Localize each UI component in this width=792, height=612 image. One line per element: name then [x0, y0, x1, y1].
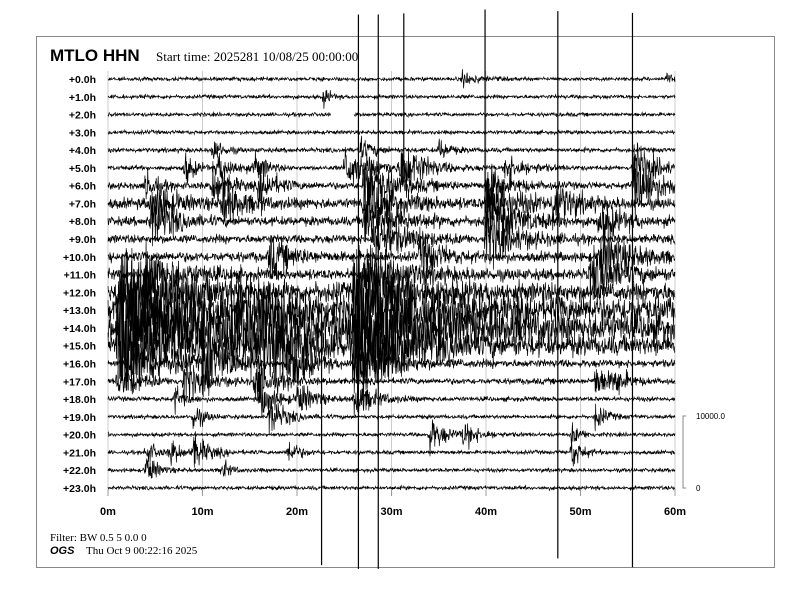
row-label: +14.0h	[63, 323, 96, 335]
scale-top-label: 10000.0	[696, 412, 725, 421]
row-label: +19.0h	[63, 412, 96, 424]
plot-frame	[36, 36, 775, 568]
trace-row-9	[107, 208, 676, 270]
row-label: +4.0h	[69, 145, 96, 157]
trace-row-21	[107, 431, 676, 468]
trace-row-4	[107, 135, 676, 159]
row-label: +7.0h	[69, 198, 96, 210]
trace-row-20	[107, 419, 676, 457]
trace-row-7	[107, 169, 676, 231]
x-tick-label: 60m	[664, 506, 686, 518]
trace-row-2	[353, 111, 676, 119]
filter-label: Filter: BW 0.5 5 0.0 0	[50, 532, 147, 544]
trace-row-19	[107, 394, 676, 436]
trace-row-2	[107, 111, 332, 118]
trace-row-0	[107, 69, 676, 89]
row-label: +10.0h	[63, 252, 96, 264]
trace-row-11	[107, 239, 676, 312]
row-label: +12.0h	[63, 287, 96, 299]
x-tick-label: 40m	[475, 506, 497, 518]
scale-bottom-label: 0	[696, 484, 701, 493]
row-label: +13.0h	[63, 305, 96, 317]
row-label: +5.0h	[69, 163, 96, 175]
row-label: +16.0h	[63, 358, 96, 370]
trace-row-16	[107, 318, 676, 408]
row-label: +2.0h	[69, 110, 96, 122]
trace-row-3	[107, 128, 676, 136]
trace-row-1	[107, 89, 676, 109]
x-tick-label: 0m	[100, 506, 116, 518]
row-label: +8.0h	[69, 216, 96, 228]
row-label: +18.0h	[63, 394, 96, 406]
trace-row-18	[107, 373, 676, 417]
scale-bar	[682, 415, 686, 489]
trace-row-17	[107, 358, 676, 403]
row-label: +21.0h	[63, 447, 96, 459]
x-tick-label: 10m	[191, 506, 213, 518]
row-label: +20.0h	[63, 430, 96, 442]
row-label: +15.0h	[63, 341, 96, 353]
x-tick-label: 20m	[286, 506, 308, 518]
row-label: +6.0h	[69, 181, 96, 193]
org-label: OGS	[50, 545, 75, 557]
row-label: +0.0h	[69, 74, 96, 86]
row-label: +22.0h	[63, 465, 96, 477]
row-label: +17.0h	[63, 376, 96, 388]
row-label: +3.0h	[69, 127, 96, 139]
row-label: +1.0h	[69, 92, 96, 104]
x-tick-label: 50m	[569, 506, 591, 518]
start-time: Start time: 2025281 10/08/25 00:00:00	[156, 49, 359, 64]
trace-row-8	[107, 184, 676, 250]
render-timestamp: Thu Oct 9 00:22:16 2025	[86, 545, 198, 557]
station-title: MTLO HHN	[50, 46, 140, 65]
trace-row-23	[107, 484, 676, 492]
trace-row-10	[107, 226, 676, 285]
trace-row-5	[107, 141, 675, 192]
row-label: +9.0h	[69, 234, 96, 246]
trace-row-22	[107, 458, 676, 479]
row-label: +23.0h	[63, 483, 96, 495]
row-label: +11.0h	[64, 270, 96, 282]
x-tick-label: 30m	[380, 506, 402, 518]
trace-row-6	[107, 144, 676, 221]
